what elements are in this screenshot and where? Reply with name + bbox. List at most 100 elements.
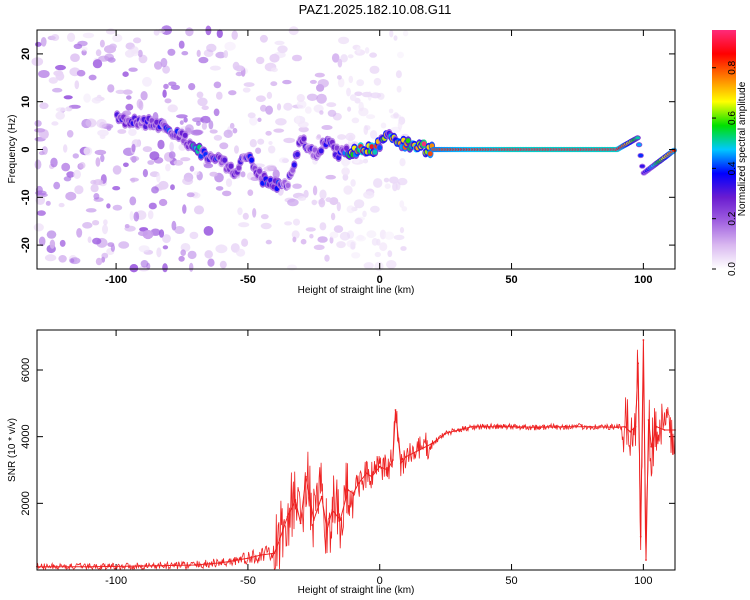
spectrogram-speckle — [72, 153, 80, 159]
snr-point — [394, 409, 397, 411]
spectrogram-speckle — [201, 122, 207, 130]
spectrogram-speckle — [358, 107, 369, 117]
spectrogram-speckle — [170, 184, 175, 191]
spectrogram-speckle — [55, 72, 65, 81]
spectrogram-speckle — [278, 157, 289, 164]
snr-point — [260, 554, 262, 556]
spectrogram-speckle — [97, 129, 109, 137]
spectrogram-speckle — [162, 89, 167, 98]
spectrogram-speckle — [295, 115, 301, 125]
spectrogram-speckle — [87, 236, 92, 243]
spectrogram-speckle — [319, 110, 324, 115]
snr-point — [471, 425, 473, 428]
spectrogram-speckle — [341, 167, 350, 176]
spectrogram-speckle — [347, 106, 352, 112]
snr-point — [141, 565, 144, 567]
spectrogram-speckle — [124, 224, 130, 229]
spectrogram-speckle — [93, 179, 104, 186]
snr-ticks — [37, 330, 675, 570]
spectrogram-speckle — [39, 102, 49, 110]
spectrogram-speckle — [67, 32, 76, 42]
spectrogram-speckle — [112, 204, 123, 211]
spectrogram-speckle — [167, 104, 178, 113]
spectrogram-speckle — [362, 210, 367, 218]
spectrogram-speckle — [387, 250, 393, 258]
spectrogram-speckle — [41, 146, 48, 155]
spectrogram-speckle — [305, 227, 316, 232]
spectrogram-speckle — [95, 257, 103, 266]
spectrogram-y-axis-label: Frequency (Hz) — [7, 115, 18, 184]
spectrogram-speckle — [215, 51, 226, 59]
colorbar-tick-label: 0.6 — [727, 111, 738, 125]
spectrogram-speckle — [168, 151, 176, 159]
snr-point — [639, 535, 642, 538]
spectrogram-speckle — [200, 115, 211, 124]
spectrogram-speckle — [66, 171, 75, 178]
snr-point — [299, 522, 302, 525]
snr-point — [326, 529, 328, 531]
snr-point — [278, 539, 281, 541]
spectrogram-speckle — [95, 157, 101, 167]
spectrogram-speckle — [343, 185, 353, 195]
spectrogram-speckle — [136, 98, 143, 109]
spectrogram-speckle — [215, 244, 228, 254]
spectrogram-speckle — [35, 190, 47, 196]
spectrogram-speckle — [276, 103, 282, 111]
spectrogram-speckle — [124, 49, 135, 58]
spectrogram-y-tick-label: -10 — [20, 189, 32, 205]
spectrogram-speckle — [363, 125, 369, 135]
spectrogram-speckle — [397, 51, 404, 59]
snr-y-axis-label: SNR (10 * v/v) — [7, 418, 18, 482]
spectrogram-speckle — [237, 207, 243, 216]
spectrogram-speckle — [34, 120, 42, 127]
spectrogram-speckle — [63, 176, 72, 182]
spectrogram-speckle — [249, 116, 258, 126]
snr-y-tick-label: 6000 — [20, 358, 32, 382]
spectrogram-speckle — [154, 61, 163, 70]
spectrogram-speckle — [51, 34, 60, 41]
spectrogram-speckle — [193, 205, 205, 215]
spectrogram-speckle — [34, 159, 42, 170]
spectrogram-speckle — [265, 105, 273, 115]
spectrogram-speckle — [46, 230, 57, 239]
snr-point — [286, 515, 289, 518]
spectrogram-speckle — [288, 26, 299, 36]
spectrogram-speckle — [157, 139, 165, 150]
spectrogram-speckle — [188, 83, 196, 91]
snr-point — [655, 425, 658, 428]
spectrogram-speckle — [356, 234, 365, 241]
snr-point — [320, 495, 323, 498]
spectrogram-ridge — [636, 143, 642, 147]
spectrogram-speckle — [336, 241, 346, 249]
spectrogram-speckle — [340, 54, 348, 63]
spectrogram-ridge — [639, 164, 645, 168]
spectrogram-speckle — [85, 208, 97, 213]
spectrogram-speckle — [265, 130, 272, 136]
spectrogram-speckle — [122, 89, 133, 95]
snr-point — [357, 482, 360, 485]
spectrogram-speckle — [350, 179, 356, 187]
spectrogram-speckle — [400, 246, 407, 251]
spectrogram-speckle — [270, 81, 278, 87]
spectrogram-speckle — [34, 128, 46, 133]
spectrogram-speckle — [140, 91, 148, 101]
snr-point — [365, 472, 368, 475]
spectrogram-ridge — [295, 151, 300, 157]
spectrogram-speckle — [133, 37, 142, 44]
spectrogram-speckle — [266, 91, 273, 99]
snr-point — [418, 449, 421, 451]
spectrogram-speckle — [363, 262, 374, 270]
spectrogram-speckle — [69, 257, 81, 265]
spectrogram-speckle — [351, 252, 361, 259]
spectrogram-speckle — [292, 236, 297, 243]
spectrogram-speckle — [287, 198, 299, 207]
spectrogram-x-tick-label: -50 — [240, 274, 256, 286]
snr-frame — [36, 329, 676, 571]
spectrogram-speckle — [185, 27, 194, 37]
spectrogram-speckle — [182, 177, 194, 186]
spectrogram-speckle — [383, 177, 390, 183]
spectrogram-speckle — [81, 46, 88, 52]
spectrogram-speckle — [102, 224, 108, 235]
